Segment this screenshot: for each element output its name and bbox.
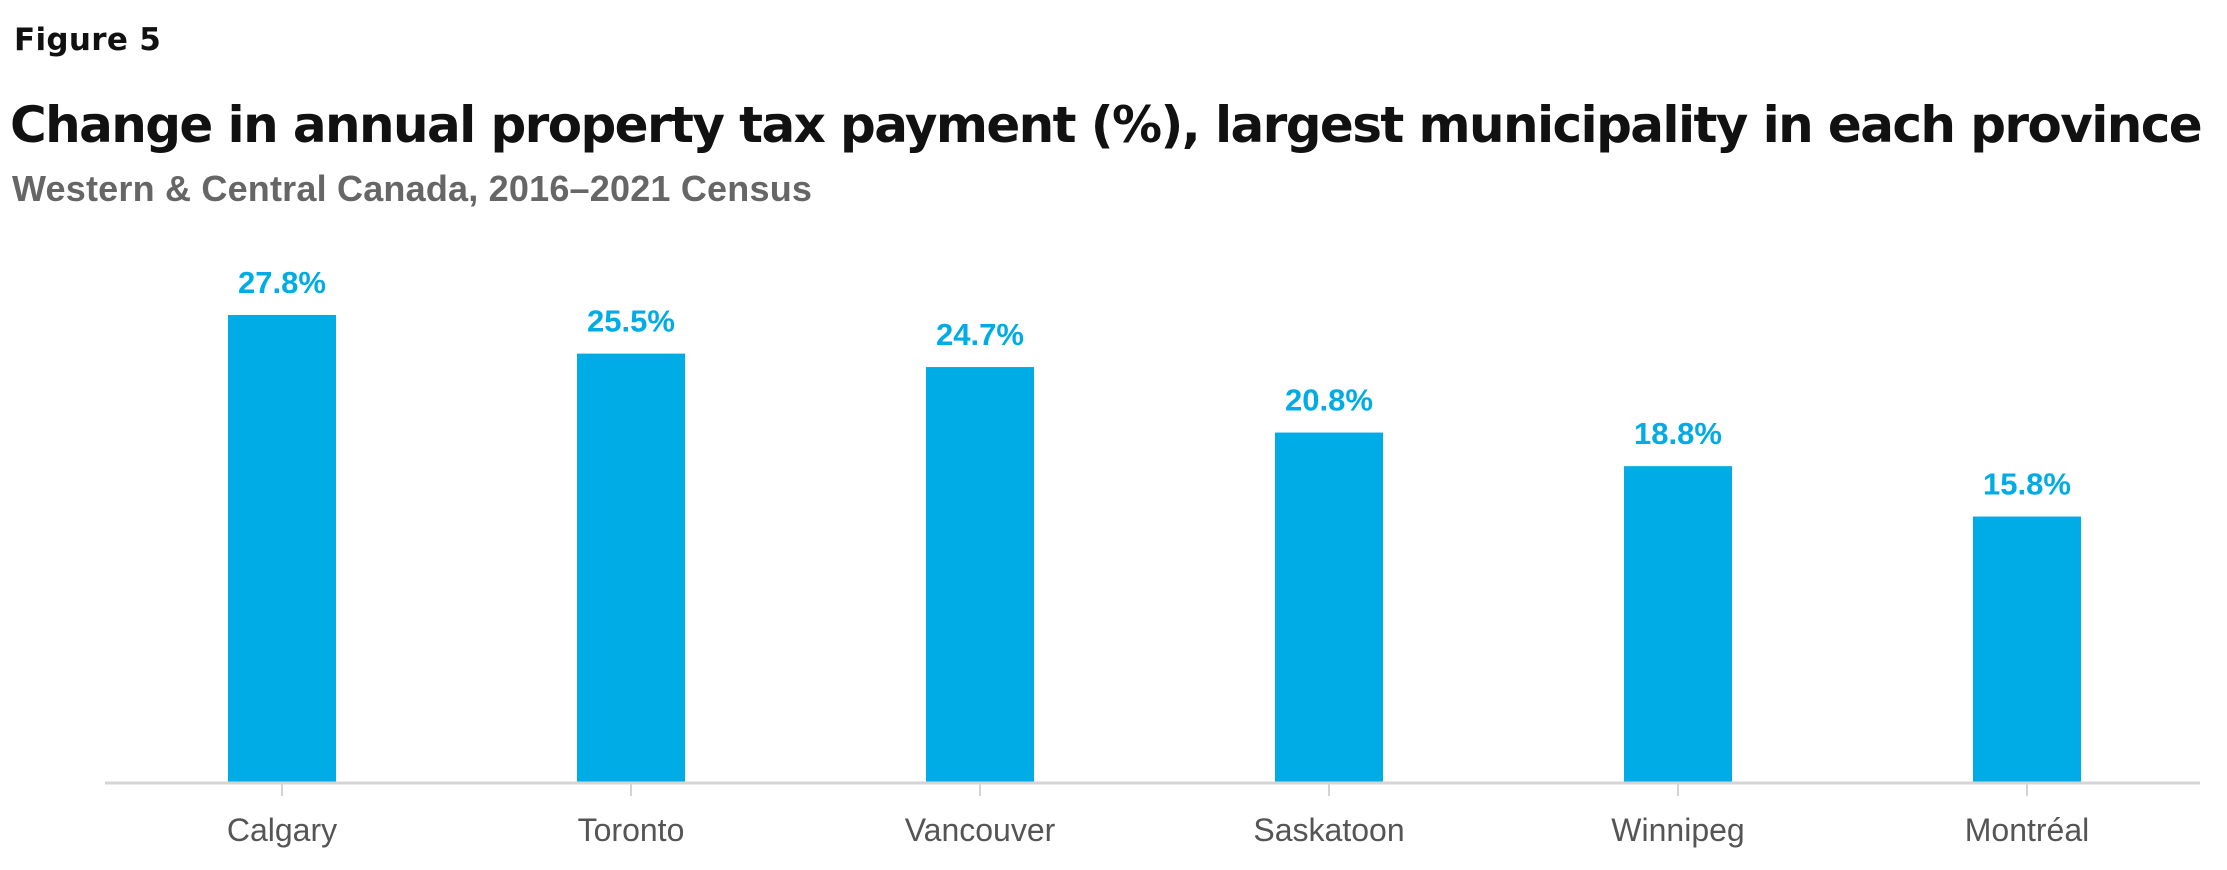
category-label-vancouver: Vancouver xyxy=(905,812,1056,848)
bar-winnipeg xyxy=(1624,466,1732,782)
bar-saskatoon xyxy=(1275,432,1383,782)
bars-group: 27.8% 25.5% 24.7% 20.8% 18.8% 15.8% xyxy=(228,265,2081,782)
chart-title: Change in annual property tax payment (%… xyxy=(10,96,2203,154)
value-label-calgary: 27.8% xyxy=(238,265,326,300)
category-label-montreal: Montréal xyxy=(1965,812,2090,848)
bar-vancouver xyxy=(926,367,1034,782)
bar-calgary xyxy=(228,314,336,782)
value-label-toronto: 25.5% xyxy=(587,304,675,339)
category-label-winnipeg: Winnipeg xyxy=(1611,812,1744,848)
category-label-calgary: Calgary xyxy=(227,812,337,848)
figure-label: Figure 5 xyxy=(14,22,162,58)
x-axis: Calgary Toronto Vancouver Saskatoon Winnipeg… xyxy=(105,781,2200,848)
value-label-montreal: 15.8% xyxy=(1983,467,2071,502)
bar-montreal xyxy=(1973,516,2081,782)
category-label-toronto: Toronto xyxy=(578,812,685,848)
value-label-winnipeg: 18.8% xyxy=(1634,416,1722,451)
value-label-saskatoon: 20.8% xyxy=(1285,383,1373,418)
bar-toronto xyxy=(577,353,685,782)
category-label-saskatoon: Saskatoon xyxy=(1253,812,1404,848)
value-label-vancouver: 24.7% xyxy=(936,317,1024,352)
chart-subtitle: Western & Central Canada, 2016–2021 Cens… xyxy=(12,168,813,209)
